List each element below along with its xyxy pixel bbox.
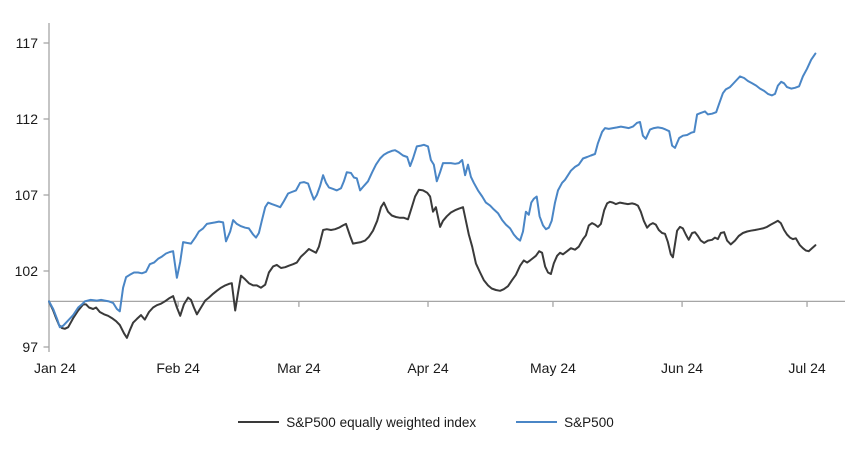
y-tick-label: 97 (22, 339, 38, 355)
sp500-series-line (48, 52, 817, 329)
x-tick-label: May 24 (530, 360, 576, 376)
x-tick-label: Jul 24 (788, 360, 826, 376)
sp500-legend-label: S&P500 (564, 414, 614, 430)
y-tick-label: 117 (16, 35, 39, 51)
y-tick-label: 102 (15, 263, 39, 279)
y-tick-label: 107 (15, 187, 39, 203)
y-tick-label: 112 (16, 111, 39, 127)
legend-item-equal-weight: S&P500 equally weighted index (238, 415, 476, 430)
x-tick-label: Jan 24 (34, 360, 76, 376)
chart-svg: 97 102 107 112 117 Jan 24 Feb 24 Mar 24 Apr 24 Ma… (15, 23, 845, 376)
x-tick-label: Apr 24 (407, 360, 448, 376)
chart-legend: S&P500 equally weighted index S&P500 (0, 408, 852, 436)
x-tick-label: Feb 24 (156, 360, 200, 376)
line-chart: 97 102 107 112 117 Jan 24 Feb 24 Mar 24 Apr 24 Ma… (15, 23, 845, 376)
sp500-line-swatch (516, 421, 558, 423)
equal-weight-series-line (48, 188, 817, 339)
equal-weight-legend-label: S&P500 equally weighted index (286, 414, 477, 430)
x-tick-label: Mar 24 (277, 360, 321, 376)
x-tick-label: Jun 24 (661, 360, 703, 376)
equal-weight-line-swatch (238, 421, 280, 423)
legend-item-sp500: S&P500 (516, 415, 614, 430)
